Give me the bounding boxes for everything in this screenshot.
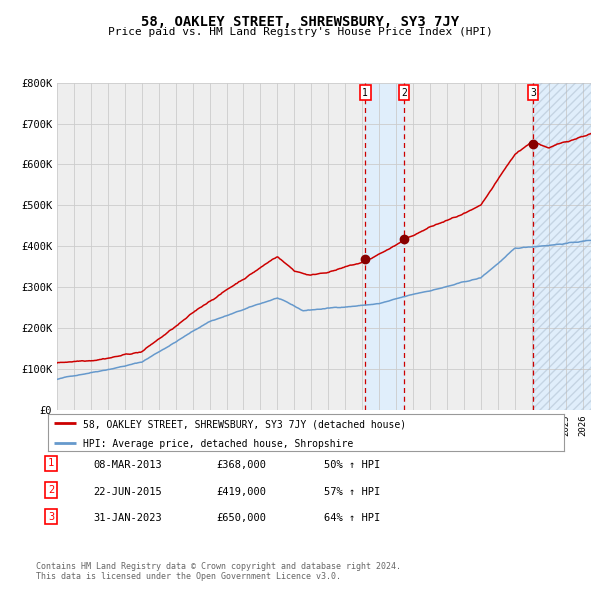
Text: 64% ↑ HPI: 64% ↑ HPI [324, 513, 380, 523]
Bar [533, 83, 591, 410]
Text: 08-MAR-2013: 08-MAR-2013 [93, 460, 162, 470]
Text: 3: 3 [48, 512, 54, 522]
Bar [365, 83, 404, 410]
Text: This data is licensed under the Open Government Licence v3.0.: This data is licensed under the Open Gov… [36, 572, 341, 581]
Text: 22-JUN-2015: 22-JUN-2015 [93, 487, 162, 497]
Text: £650,000: £650,000 [216, 513, 266, 523]
Text: 1: 1 [48, 458, 54, 468]
Text: 50% ↑ HPI: 50% ↑ HPI [324, 460, 380, 470]
Text: £368,000: £368,000 [216, 460, 266, 470]
Text: 2: 2 [401, 87, 407, 97]
Text: Price paid vs. HM Land Registry's House Price Index (HPI): Price paid vs. HM Land Registry's House … [107, 27, 493, 37]
Text: 1: 1 [362, 87, 368, 97]
Text: Contains HM Land Registry data © Crown copyright and database right 2024.: Contains HM Land Registry data © Crown c… [36, 562, 401, 571]
Text: 3: 3 [530, 87, 536, 97]
Bar [533, 83, 591, 410]
Text: 31-JAN-2023: 31-JAN-2023 [93, 513, 162, 523]
Text: HPI: Average price, detached house, Shropshire: HPI: Average price, detached house, Shro… [83, 439, 353, 449]
Text: 58, OAKLEY STREET, SHREWSBURY, SY3 7JY: 58, OAKLEY STREET, SHREWSBURY, SY3 7JY [141, 15, 459, 29]
Text: 2: 2 [48, 485, 54, 495]
Text: £419,000: £419,000 [216, 487, 266, 497]
Text: 58, OAKLEY STREET, SHREWSBURY, SY3 7JY (detached house): 58, OAKLEY STREET, SHREWSBURY, SY3 7JY (… [83, 419, 406, 429]
Text: 57% ↑ HPI: 57% ↑ HPI [324, 487, 380, 497]
